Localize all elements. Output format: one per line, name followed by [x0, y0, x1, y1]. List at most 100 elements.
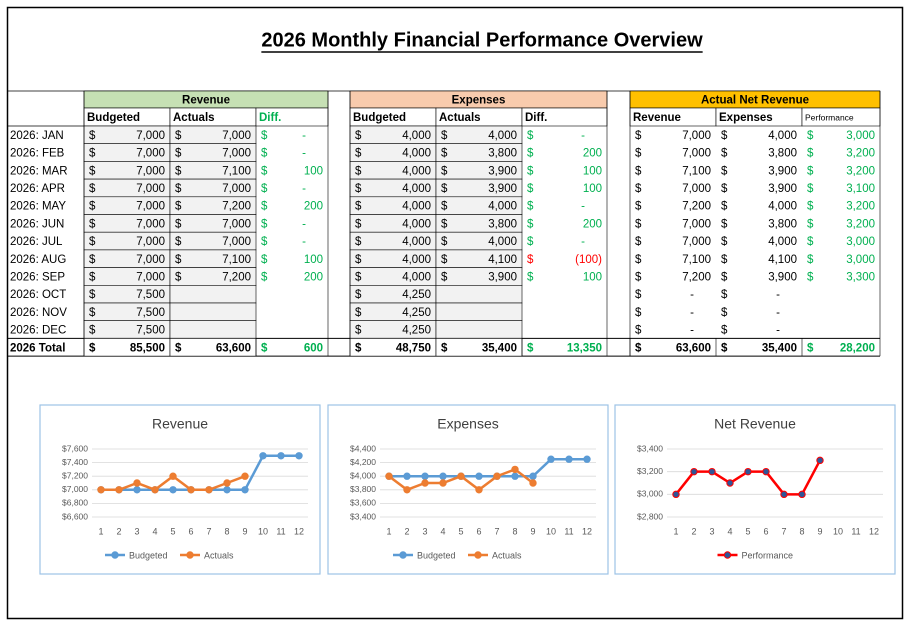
currency: $ [89, 342, 96, 354]
cell-value: - [302, 148, 306, 160]
x-tick-label: 6 [476, 526, 481, 536]
cell-value: 4,000 [488, 236, 517, 248]
currency: $ [261, 148, 268, 160]
row-label: 2026: DEC [10, 325, 66, 337]
cell-value: 7,500 [136, 307, 165, 319]
legend-label: Budgeted [129, 550, 168, 560]
x-tick-label: 6 [188, 526, 193, 536]
legend-marker [111, 551, 119, 559]
cell-value: 7,200 [222, 201, 251, 213]
cell-value: 3,000 [846, 236, 875, 248]
group-header: Revenue [182, 95, 230, 107]
cell-value: 4,000 [402, 165, 431, 177]
sub-header: Performance [805, 112, 854, 122]
data-point [97, 486, 105, 494]
currency: $ [355, 254, 362, 266]
currency: $ [261, 271, 268, 283]
cell-value: 200 [583, 218, 602, 230]
currency: $ [721, 130, 728, 142]
y-tick-label: $6,800 [62, 498, 88, 508]
cell-value: 3,800 [768, 148, 797, 160]
currency: $ [175, 165, 182, 177]
row-label: 2026: AUG [10, 254, 66, 266]
cell-value: 3,000 [846, 254, 875, 266]
currency: $ [721, 307, 728, 319]
currency: $ [261, 183, 268, 195]
cell-value: 7,100 [222, 254, 251, 266]
y-tick-label: $3,400 [350, 511, 376, 521]
x-tick-label: 9 [530, 526, 535, 536]
cell-value: 35,400 [762, 342, 797, 354]
currency: $ [355, 325, 362, 337]
currency: $ [635, 325, 642, 337]
y-tick-label: $7,200 [62, 470, 88, 480]
cell-value: 4,000 [402, 183, 431, 195]
currency: $ [441, 201, 448, 213]
currency: $ [807, 201, 814, 213]
x-tick-label: 4 [152, 526, 157, 536]
cell-value: 4,000 [402, 218, 431, 230]
x-tick-label: 12 [582, 526, 592, 536]
data-point [115, 486, 123, 494]
y-tick-label: $3,400 [637, 443, 663, 453]
cell-value: 7,000 [222, 183, 251, 195]
currency: $ [721, 271, 728, 283]
x-tick-label: 8 [799, 526, 804, 536]
y-tick-label: $3,800 [350, 484, 376, 494]
currency: $ [89, 201, 96, 213]
x-tick-label: 6 [763, 526, 768, 536]
cell-value: 7,000 [222, 130, 251, 142]
legend-label: Budgeted [417, 550, 456, 560]
currency: $ [635, 254, 642, 266]
currency: $ [355, 130, 362, 142]
currency: $ [355, 236, 362, 248]
cell-value: 7,000 [222, 236, 251, 248]
currency: $ [175, 236, 182, 248]
cell-value: 7,200 [682, 201, 711, 213]
cell-value: 3,900 [488, 183, 517, 195]
data-point [421, 472, 429, 480]
cell [169, 284, 257, 304]
currency: $ [261, 165, 268, 177]
cell [169, 302, 257, 322]
currency: $ [175, 218, 182, 230]
data-point [493, 472, 501, 480]
cell-value: 3,800 [488, 218, 517, 230]
cell-value: 7,200 [222, 271, 251, 283]
currency: $ [89, 271, 96, 283]
x-tick-label: 12 [869, 526, 879, 536]
currency: $ [721, 165, 728, 177]
cell-value: (100) [575, 254, 602, 266]
data-point [133, 479, 141, 487]
currency: $ [635, 236, 642, 248]
currency: $ [807, 148, 814, 160]
row-label: 2026: OCT [10, 289, 66, 301]
legend-label: Performance [742, 550, 794, 560]
x-tick-label: 10 [546, 526, 556, 536]
cell-value: 3,000 [846, 130, 875, 142]
currency: $ [441, 148, 448, 160]
y-tick-label: $2,800 [637, 511, 663, 521]
currency: $ [355, 183, 362, 195]
currency: $ [355, 148, 362, 160]
currency: $ [721, 148, 728, 160]
sub-header: Diff. [259, 112, 281, 124]
currency: $ [527, 148, 534, 160]
currency: $ [355, 271, 362, 283]
currency: $ [527, 342, 534, 354]
currency: $ [527, 218, 534, 230]
cell-value: 7,000 [682, 183, 711, 195]
cell-value: 3,100 [846, 183, 875, 195]
x-tick-label: 5 [745, 526, 750, 536]
cell-value: 4,250 [402, 325, 431, 337]
x-tick-label: 3 [422, 526, 427, 536]
currency: $ [441, 183, 448, 195]
cell-value: 100 [304, 254, 323, 266]
currency: $ [441, 271, 448, 283]
cell-value: 3,300 [846, 271, 875, 283]
currency: $ [355, 165, 362, 177]
currency: $ [721, 342, 728, 354]
cell-value: 200 [304, 271, 323, 283]
cell-value: 13,350 [567, 342, 602, 354]
cell-value: 4,000 [402, 201, 431, 213]
